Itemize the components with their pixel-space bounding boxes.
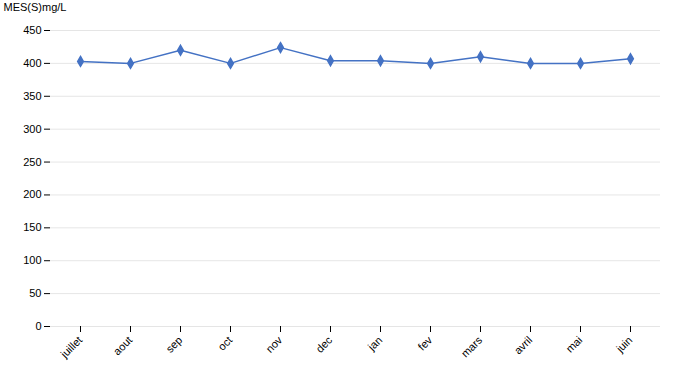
svg-text:oct: oct — [216, 334, 235, 353]
svg-text:aout: aout — [111, 334, 135, 358]
svg-text:sep: sep — [163, 334, 184, 355]
svg-text:0: 0 — [35, 320, 41, 332]
svg-text:MES(S)mg/L: MES(S)mg/L — [4, 1, 67, 13]
svg-text:300: 300 — [23, 123, 41, 135]
svg-text:nov: nov — [263, 333, 284, 354]
svg-text:avril: avril — [512, 334, 535, 357]
svg-text:dec: dec — [313, 333, 334, 354]
svg-text:mars: mars — [459, 333, 485, 359]
svg-text:350: 350 — [23, 90, 41, 102]
svg-text:450: 450 — [23, 24, 41, 36]
svg-text:juin: juin — [613, 334, 634, 355]
svg-text:jan: jan — [365, 334, 385, 354]
svg-text:150: 150 — [23, 221, 41, 233]
svg-text:juillet: juillet — [57, 334, 84, 361]
svg-text:mai: mai — [563, 334, 584, 355]
svg-text:100: 100 — [23, 254, 41, 266]
svg-text:400: 400 — [23, 57, 41, 69]
svg-text:fev: fev — [416, 333, 435, 352]
svg-text:250: 250 — [23, 156, 41, 168]
svg-text:200: 200 — [23, 188, 41, 200]
svg-text:50: 50 — [29, 287, 41, 299]
